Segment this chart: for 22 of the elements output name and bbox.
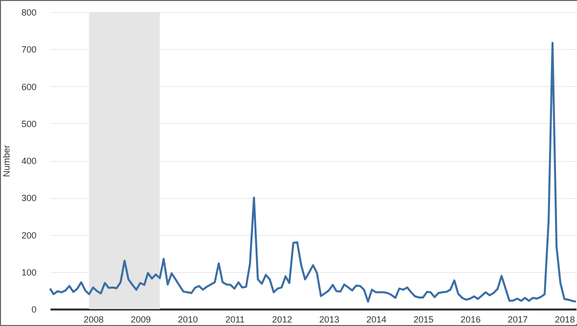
y-tick-label: 200 xyxy=(21,230,36,240)
y-tick-label: 600 xyxy=(21,82,36,92)
x-tick-label: 2011 xyxy=(225,314,245,324)
y-tick-label: 300 xyxy=(21,193,36,204)
x-tick-label: 2012 xyxy=(272,314,292,324)
x-tick-label: 2016 xyxy=(460,314,481,324)
x-tick-label: 2008 xyxy=(84,314,104,324)
y-tick-label: 700 xyxy=(21,44,36,55)
x-tick-label: 2009 xyxy=(130,314,151,324)
x-tick-label: 2015 xyxy=(413,314,434,324)
x-tick-label: 2010 xyxy=(178,314,198,324)
x-tick-label: 2014 xyxy=(366,314,386,324)
y-tick-label: 800 xyxy=(21,8,36,18)
x-tick-label: 2017 xyxy=(508,314,528,324)
x-tick-label: 2013 xyxy=(319,314,340,324)
y-axis-title: Number xyxy=(1,144,12,178)
y-tick-label: 400 xyxy=(21,156,36,166)
y-tick-label: 100 xyxy=(21,267,36,278)
y-tick-label: 0 xyxy=(31,304,36,314)
line-series xyxy=(49,42,577,303)
y-tick-label: 500 xyxy=(21,118,36,129)
x-tick-label: 2018 xyxy=(554,314,575,324)
